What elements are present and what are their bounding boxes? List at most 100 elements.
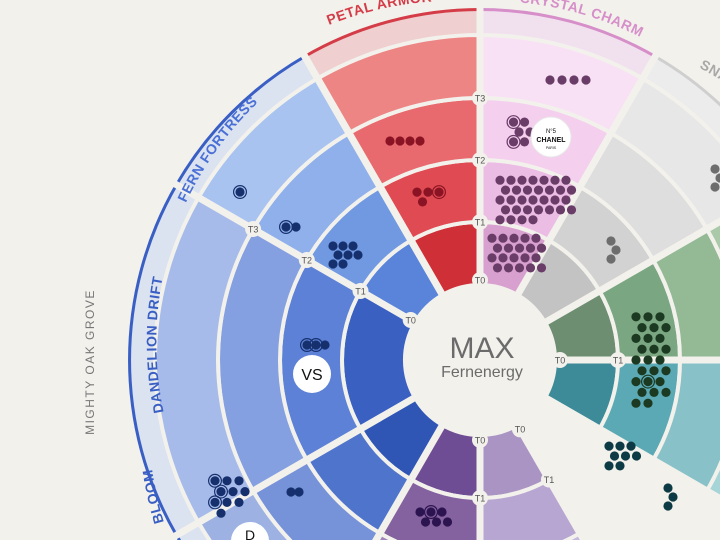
- brand-dot[interactable]: [631, 333, 641, 343]
- brand-dot[interactable]: [615, 461, 625, 471]
- brand-dot[interactable]: [615, 441, 625, 451]
- brand-dot[interactable]: [508, 137, 519, 147]
- brand-dot[interactable]: [710, 182, 720, 192]
- brand-dot[interactable]: [500, 185, 511, 195]
- brand-dot[interactable]: [550, 195, 560, 205]
- brand-dot[interactable]: [511, 205, 522, 215]
- brand-dot[interactable]: [649, 366, 659, 376]
- brand-dot[interactable]: [235, 187, 245, 197]
- brand-dot[interactable]: [661, 344, 671, 354]
- brand-dot[interactable]: [663, 501, 673, 511]
- brand-dot[interactable]: [492, 243, 503, 253]
- brand-dot[interactable]: [710, 164, 720, 174]
- brand-dot[interactable]: [606, 254, 616, 264]
- brand-dot[interactable]: [434, 187, 444, 197]
- brand-dot[interactable]: [498, 253, 508, 263]
- brand-dot[interactable]: [286, 487, 296, 497]
- brand-dot[interactable]: [423, 187, 433, 197]
- brand-dot[interactable]: [495, 175, 505, 185]
- brand-dot[interactable]: [604, 441, 614, 451]
- brand-dot[interactable]: [517, 175, 527, 185]
- brand-dot[interactable]: [420, 517, 431, 527]
- brand-dot[interactable]: [561, 195, 571, 205]
- brand-dot[interactable]: [498, 233, 508, 243]
- brand-dot[interactable]: [281, 222, 291, 232]
- brand-dot[interactable]: [503, 263, 514, 273]
- brand-dot[interactable]: [544, 205, 555, 215]
- brand-dot[interactable]: [557, 75, 567, 85]
- brand-dot[interactable]: [412, 187, 422, 197]
- brand-dot[interactable]: [395, 136, 405, 146]
- brand-dot[interactable]: [522, 205, 533, 215]
- brand-dot[interactable]: [522, 185, 533, 195]
- brand-dot[interactable]: [509, 233, 519, 243]
- brand-dot[interactable]: [415, 507, 425, 517]
- brand-dot[interactable]: [234, 497, 244, 507]
- brand-dot[interactable]: [506, 215, 516, 225]
- category-label-dandelion-drift[interactable]: DANDELION DRIFT: [143, 275, 166, 415]
- bloom-brand-badge[interactable]: D: [231, 522, 269, 540]
- brand-dot[interactable]: [320, 340, 330, 350]
- brand-dot[interactable]: [291, 222, 301, 232]
- brand-dot[interactable]: [661, 387, 671, 397]
- brand-dot[interactable]: [626, 441, 636, 451]
- brand-dot[interactable]: [431, 517, 442, 527]
- brand-dot[interactable]: [487, 253, 497, 263]
- brand-dot[interactable]: [655, 377, 665, 387]
- brand-dot[interactable]: [643, 377, 653, 387]
- brand-dot[interactable]: [519, 137, 530, 147]
- brand-dot[interactable]: [649, 323, 659, 333]
- brand-dot[interactable]: [531, 233, 541, 243]
- brand-dot[interactable]: [338, 241, 348, 251]
- brand-dot[interactable]: [234, 476, 244, 486]
- brand-dot[interactable]: [536, 243, 547, 253]
- brand-dot[interactable]: [343, 250, 353, 260]
- brand-dot[interactable]: [417, 197, 428, 207]
- brand-dot[interactable]: [525, 263, 536, 273]
- brand-dot[interactable]: [520, 233, 530, 243]
- brand-dot[interactable]: [222, 476, 232, 486]
- brand-dot[interactable]: [495, 215, 505, 225]
- brand-dot[interactable]: [555, 205, 566, 215]
- brand-dot[interactable]: [606, 236, 616, 246]
- brand-dot[interactable]: [514, 127, 524, 137]
- brand-dot[interactable]: [509, 253, 519, 263]
- brand-dot[interactable]: [539, 195, 549, 205]
- brand-dot[interactable]: [333, 250, 343, 260]
- brand-dot[interactable]: [506, 175, 516, 185]
- brand-dot[interactable]: [338, 259, 348, 269]
- segment-teal-t2[interactable]: [651, 358, 720, 493]
- brand-dot[interactable]: [609, 451, 620, 461]
- brand-dot[interactable]: [517, 215, 527, 225]
- brand-dot[interactable]: [528, 215, 538, 225]
- brand-dot[interactable]: [545, 75, 555, 85]
- brand-dot[interactable]: [561, 175, 571, 185]
- brand-dot[interactable]: [637, 344, 647, 354]
- brand-dot[interactable]: [655, 333, 665, 343]
- brand-dot[interactable]: [544, 185, 555, 195]
- chanel-badge[interactable]: N°5 CHANEL PARIS: [530, 116, 572, 158]
- brand-dot[interactable]: [514, 243, 525, 253]
- brand-dot[interactable]: [604, 461, 614, 471]
- brand-dot[interactable]: [506, 195, 516, 205]
- brand-dot[interactable]: [569, 75, 579, 85]
- brand-dot[interactable]: [539, 175, 549, 185]
- brand-dot[interactable]: [531, 253, 541, 263]
- category-label-snap[interactable]: SNA: [698, 56, 720, 86]
- brand-dot[interactable]: [528, 175, 538, 185]
- brand-dot[interactable]: [222, 497, 232, 507]
- brand-dot[interactable]: [637, 366, 647, 376]
- brand-dot[interactable]: [520, 253, 530, 263]
- brand-dot[interactable]: [328, 241, 338, 251]
- brand-dot[interactable]: [405, 136, 415, 146]
- brand-dot[interactable]: [525, 243, 536, 253]
- brand-dot[interactable]: [631, 312, 641, 322]
- brand-dot[interactable]: [533, 205, 544, 215]
- brand-dot[interactable]: [655, 355, 665, 365]
- brand-dot[interactable]: [637, 323, 647, 333]
- brand-dot[interactable]: [649, 387, 659, 397]
- brand-dot[interactable]: [210, 497, 220, 507]
- brand-dot[interactable]: [533, 185, 544, 195]
- brand-dot[interactable]: [536, 263, 547, 273]
- brand-dot[interactable]: [302, 340, 312, 350]
